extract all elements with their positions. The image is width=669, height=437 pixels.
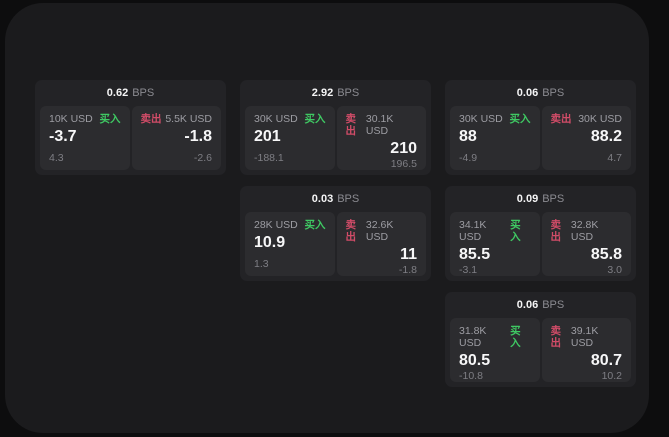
sell-price: 88.2 — [590, 128, 622, 145]
bps-value: 0.62 — [106, 87, 129, 99]
buy-amount: 34.1K USD — [459, 219, 487, 243]
buy-price: 10.9 — [254, 234, 286, 251]
quote-card: 0.62 BPS 10K USD 买入 -3.7 4.3 卖出 5.5K USD… — [35, 80, 226, 175]
buy-side-label: 买入 — [304, 113, 326, 125]
quote-panels: 30K USD 买入 88 -4.9 卖出 30K USD 88.2 4.7 — [450, 106, 631, 170]
bps-unit: BPS — [337, 193, 360, 205]
sell-sub-value: 3.0 — [607, 264, 622, 276]
sell-sub-value: -1.8 — [398, 264, 417, 276]
sell-price: 210 — [390, 140, 417, 157]
bps-value: 0.09 — [516, 193, 539, 205]
sell-sub-value: 196.5 — [390, 158, 417, 170]
sell-amount: 32.6K USD — [365, 219, 394, 243]
sell-price: 80.7 — [590, 352, 622, 369]
card-header: 2.92 BPS — [245, 80, 426, 106]
buy-sub-value: 4.3 — [49, 152, 64, 164]
buy-panel[interactable]: 30K USD 买入 201 -188.1 — [245, 106, 335, 170]
card-header: 0.03 BPS — [245, 186, 426, 212]
quote-panels: 28K USD 买入 10.9 1.3 卖出 32.6K USD 11 -1.8 — [245, 212, 426, 276]
quote-card: 0.03 BPS 28K USD 买入 10.9 1.3 卖出 32.6K US… — [240, 186, 431, 281]
bps-unit: BPS — [542, 87, 565, 99]
buy-sub-value: -10.8 — [459, 370, 483, 382]
bps-value: 0.06 — [516, 299, 539, 311]
sell-amount: 30.1K USD — [365, 113, 394, 137]
bps-value: 2.92 — [311, 87, 334, 99]
sell-panel[interactable]: 卖出 30K USD 88.2 4.7 — [541, 106, 631, 170]
sell-price: 11 — [400, 246, 417, 263]
bps-unit: BPS — [132, 87, 155, 99]
sell-side-label: 卖出 — [345, 113, 357, 137]
buy-panel[interactable]: 28K USD 买入 10.9 1.3 — [245, 212, 335, 276]
buy-price: 80.5 — [459, 352, 491, 369]
sell-amount: 5.5K USD — [165, 113, 212, 125]
sell-amount: 32.8K USD — [570, 219, 599, 243]
buy-amount: 10K USD — [49, 113, 93, 125]
buy-side-label: 买入 — [510, 219, 521, 243]
sell-panel[interactable]: 卖出 30.1K USD 210 196.5 — [336, 106, 426, 170]
buy-price: 85.5 — [459, 246, 491, 263]
sell-panel[interactable]: 卖出 5.5K USD -1.8 -2.6 — [131, 106, 221, 170]
sell-sub-value: 10.2 — [601, 370, 622, 382]
buy-price: 201 — [254, 128, 281, 145]
quote-card: 0.06 BPS 31.8K USD 买入 80.5 -10.8 卖出 39.1… — [445, 292, 636, 387]
sell-amount: 30K USD — [578, 113, 622, 125]
sell-side-label: 卖出 — [140, 113, 162, 125]
card-header: 0.62 BPS — [40, 80, 221, 106]
buy-sub-value: -188.1 — [254, 152, 284, 164]
sell-price: -1.8 — [184, 128, 212, 145]
buy-price: -3.7 — [49, 128, 77, 145]
buy-amount: 31.8K USD — [459, 325, 487, 349]
quote-panels: 34.1K USD 买入 85.5 -3.1 卖出 32.8K USD 85.8… — [450, 212, 631, 276]
bps-value: 0.03 — [311, 193, 334, 205]
buy-price: 88 — [459, 128, 477, 145]
buy-side-label: 买入 — [510, 325, 521, 349]
card-header: 0.09 BPS — [450, 186, 631, 212]
bps-unit: BPS — [337, 87, 360, 99]
buy-side-label: 买入 — [99, 113, 121, 125]
sell-side-label: 卖出 — [345, 219, 357, 243]
sell-panel[interactable]: 卖出 32.6K USD 11 -1.8 — [336, 212, 426, 276]
buy-panel[interactable]: 34.1K USD 买入 85.5 -3.1 — [450, 212, 540, 276]
buy-amount: 28K USD — [254, 219, 298, 231]
quote-card: 0.09 BPS 34.1K USD 买入 85.5 -3.1 卖出 32.8K… — [445, 186, 636, 281]
buy-panel[interactable]: 30K USD 买入 88 -4.9 — [450, 106, 540, 170]
bps-value: 0.06 — [516, 87, 539, 99]
sell-panel[interactable]: 卖出 39.1K USD 80.7 10.2 — [541, 318, 631, 382]
card-header: 0.06 BPS — [450, 292, 631, 318]
buy-panel[interactable]: 31.8K USD 买入 80.5 -10.8 — [450, 318, 540, 382]
sell-side-label: 卖出 — [550, 113, 572, 125]
quote-card: 0.06 BPS 30K USD 买入 88 -4.9 卖出 30K USD 8… — [445, 80, 636, 175]
quote-panels: 31.8K USD 买入 80.5 -10.8 卖出 39.1K USD 80.… — [450, 318, 631, 382]
sell-price: 85.8 — [590, 246, 622, 263]
quote-panels: 30K USD 买入 201 -188.1 卖出 30.1K USD 210 1… — [245, 106, 426, 170]
sell-side-label: 卖出 — [550, 325, 562, 349]
buy-sub-value: 1.3 — [254, 258, 269, 270]
buy-side-label: 买入 — [304, 219, 326, 231]
sell-amount: 39.1K USD — [570, 325, 599, 349]
card-header: 0.06 BPS — [450, 80, 631, 106]
buy-amount: 30K USD — [254, 113, 298, 125]
bps-unit: BPS — [542, 193, 565, 205]
buy-sub-value: -3.1 — [459, 264, 478, 276]
sell-sub-value: -2.6 — [193, 152, 212, 164]
quote-card: 2.92 BPS 30K USD 买入 201 -188.1 卖出 30.1K … — [240, 80, 431, 175]
buy-panel[interactable]: 10K USD 买入 -3.7 4.3 — [40, 106, 130, 170]
sell-panel[interactable]: 卖出 32.8K USD 85.8 3.0 — [541, 212, 631, 276]
buy-amount: 30K USD — [459, 113, 503, 125]
sell-sub-value: 4.7 — [607, 152, 622, 164]
bps-unit: BPS — [542, 299, 565, 311]
quote-panels: 10K USD 买入 -3.7 4.3 卖出 5.5K USD -1.8 -2.… — [40, 106, 221, 170]
buy-side-label: 买入 — [509, 113, 531, 125]
sell-side-label: 卖出 — [550, 219, 562, 243]
buy-sub-value: -4.9 — [459, 152, 478, 164]
